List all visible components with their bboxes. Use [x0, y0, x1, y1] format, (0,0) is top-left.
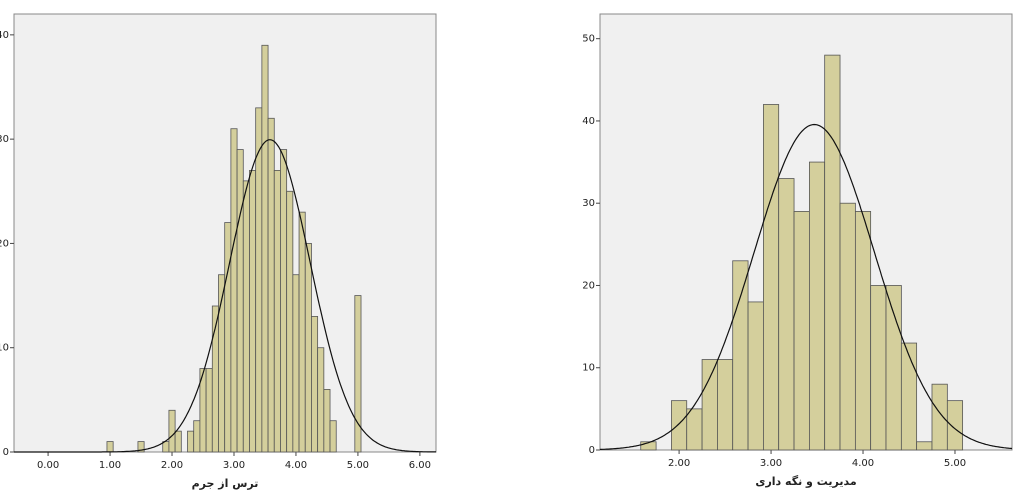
- y-tick-label: 10: [0, 343, 9, 354]
- bar: [168, 409, 176, 453]
- x-tick-label: 5.00: [944, 458, 966, 469]
- y-tick-label: 30: [0, 134, 9, 145]
- bar: [763, 104, 780, 451]
- x-tick-label: 2.00: [668, 458, 690, 469]
- x-tick-label: 2.00: [161, 460, 183, 471]
- x-axis-label: مدیریت و نگه داری: [755, 475, 856, 488]
- bar: [242, 180, 250, 453]
- bar: [298, 211, 306, 453]
- bar: [354, 295, 362, 453]
- bar: [261, 44, 269, 453]
- bar: [317, 347, 325, 453]
- bar: [286, 190, 294, 453]
- bar: [717, 359, 734, 451]
- normal-curve: [14, 139, 436, 453]
- y-tick-label: 50: [582, 34, 595, 45]
- bar: [280, 149, 288, 453]
- bar: [193, 420, 201, 453]
- x-tick-label: 5.00: [347, 460, 369, 471]
- bar: [854, 211, 872, 451]
- bar: [686, 408, 703, 451]
- bar: [267, 117, 275, 453]
- y-tick-label: 10: [582, 363, 595, 374]
- normal-curve: [600, 123, 1013, 450]
- bar: [778, 178, 795, 451]
- y-tick-label: 20: [582, 280, 595, 291]
- bar: [747, 301, 764, 451]
- bar: [106, 441, 114, 453]
- bar: [162, 441, 170, 453]
- bar: [671, 400, 688, 451]
- y-tick-label: 30: [582, 198, 595, 209]
- bar: [701, 359, 718, 451]
- x-tick-label: 0.00: [37, 460, 59, 471]
- bar: [916, 441, 933, 451]
- x-tick-label: 3.00: [223, 460, 245, 471]
- bar: [900, 342, 918, 451]
- x-axis-label: ترس از جرم: [192, 477, 259, 490]
- bar: [230, 128, 238, 453]
- bar: [931, 383, 948, 451]
- bar: [793, 211, 810, 451]
- x-tick-label: 1.00: [99, 460, 121, 471]
- bar: [273, 170, 281, 453]
- bar: [174, 430, 182, 453]
- y-tick-label: 20: [0, 238, 9, 249]
- bar: [732, 260, 749, 451]
- x-tick-label: 4.00: [852, 458, 874, 469]
- bar: [323, 389, 331, 453]
- bar: [236, 149, 244, 453]
- bar: [885, 285, 902, 451]
- bar: [304, 243, 312, 453]
- bar: [329, 420, 337, 453]
- y-tick-label: 0: [3, 447, 9, 458]
- bar: [946, 400, 964, 451]
- bar: [249, 170, 257, 453]
- y-tick-label: 40: [582, 116, 595, 127]
- x-tick-label: 6.00: [409, 460, 431, 471]
- bar: [137, 441, 145, 453]
- y-tick-label: 0: [589, 445, 595, 456]
- bar: [824, 54, 841, 451]
- bar: [187, 430, 195, 453]
- bar: [255, 107, 263, 453]
- y-tick-label: 40: [0, 30, 9, 41]
- bar: [839, 202, 856, 451]
- bar: [292, 274, 300, 453]
- x-tick-label: 3.00: [760, 458, 782, 469]
- bar: [870, 285, 887, 451]
- bar: [640, 441, 657, 451]
- x-tick-label: 4.00: [285, 460, 307, 471]
- bar: [224, 222, 232, 453]
- bar: [311, 316, 319, 453]
- bar: [205, 368, 213, 453]
- bar: [809, 161, 826, 451]
